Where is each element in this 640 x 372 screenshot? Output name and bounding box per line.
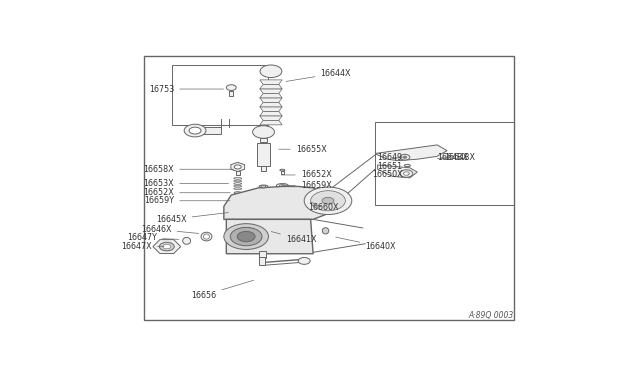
Text: 16647X: 16647X <box>122 242 164 251</box>
Text: 16753: 16753 <box>149 84 223 93</box>
Polygon shape <box>231 162 244 171</box>
Text: 16649: 16649 <box>377 153 403 162</box>
Ellipse shape <box>404 164 410 167</box>
Polygon shape <box>260 107 282 111</box>
Ellipse shape <box>201 232 212 241</box>
Text: 16652X: 16652X <box>143 188 230 197</box>
Circle shape <box>400 170 413 177</box>
Ellipse shape <box>276 183 288 187</box>
Ellipse shape <box>233 199 242 202</box>
Text: 16652X: 16652X <box>281 170 332 179</box>
Polygon shape <box>260 93 282 98</box>
Ellipse shape <box>234 192 241 194</box>
Circle shape <box>230 227 262 246</box>
Polygon shape <box>224 186 328 219</box>
Ellipse shape <box>259 185 268 188</box>
Bar <box>145 56 514 320</box>
Text: 16659X: 16659X <box>281 181 332 190</box>
Ellipse shape <box>236 200 240 202</box>
Circle shape <box>322 197 334 204</box>
Polygon shape <box>153 240 180 254</box>
Ellipse shape <box>280 169 285 171</box>
Bar <box>261 166 266 171</box>
Bar <box>260 138 267 142</box>
Bar <box>172 65 269 125</box>
Ellipse shape <box>323 228 329 234</box>
Ellipse shape <box>234 188 242 190</box>
Polygon shape <box>260 98 282 102</box>
Circle shape <box>304 187 352 215</box>
Circle shape <box>253 126 275 138</box>
Circle shape <box>234 165 241 169</box>
Circle shape <box>184 124 206 137</box>
Text: 16641X: 16641X <box>271 231 316 244</box>
Polygon shape <box>260 84 282 89</box>
Ellipse shape <box>280 185 285 187</box>
Text: 16640X: 16640X <box>335 237 396 251</box>
Bar <box>257 144 270 166</box>
Polygon shape <box>378 165 417 178</box>
Polygon shape <box>260 102 282 107</box>
Bar <box>189 126 221 134</box>
Text: 16647Y: 16647Y <box>127 234 179 243</box>
Bar <box>236 193 239 196</box>
Text: 16646X: 16646X <box>141 225 199 234</box>
Ellipse shape <box>234 180 242 182</box>
Polygon shape <box>260 89 282 93</box>
Polygon shape <box>227 219 313 254</box>
Circle shape <box>260 65 282 78</box>
Bar <box>236 171 240 175</box>
Text: 16660X: 16660X <box>308 202 339 212</box>
Ellipse shape <box>234 185 242 187</box>
Ellipse shape <box>261 186 266 187</box>
Text: 16656: 16656 <box>191 280 253 300</box>
Text: 16651: 16651 <box>377 162 410 171</box>
Ellipse shape <box>234 177 242 179</box>
Text: 1664BX: 1664BX <box>445 153 476 162</box>
Text: 16650X: 16650X <box>372 170 408 179</box>
Circle shape <box>310 191 346 211</box>
Circle shape <box>403 156 407 158</box>
Text: 16655X: 16655X <box>278 145 326 154</box>
Text: 16644X: 16644X <box>286 69 351 81</box>
Polygon shape <box>260 121 282 125</box>
Circle shape <box>227 85 236 90</box>
Bar <box>229 91 233 96</box>
Polygon shape <box>260 111 282 116</box>
Circle shape <box>237 231 255 242</box>
Bar <box>259 251 266 258</box>
Text: 1664BX: 1664BX <box>437 153 468 162</box>
Text: 16653X: 16653X <box>143 179 228 188</box>
Polygon shape <box>260 116 282 121</box>
Text: A·89Q 0003: A·89Q 0003 <box>468 311 514 320</box>
Ellipse shape <box>182 237 191 244</box>
Circle shape <box>400 154 410 160</box>
Ellipse shape <box>204 234 209 239</box>
Bar <box>375 122 514 205</box>
Bar <box>259 257 265 265</box>
Polygon shape <box>375 145 447 161</box>
Text: 16659Y: 16659Y <box>144 196 230 205</box>
Text: 16645X: 16645X <box>156 212 228 224</box>
Circle shape <box>224 224 269 250</box>
Circle shape <box>163 244 171 249</box>
Text: 16658X: 16658X <box>143 165 234 174</box>
Circle shape <box>189 127 201 134</box>
Circle shape <box>298 257 310 264</box>
Circle shape <box>159 242 174 251</box>
Polygon shape <box>260 80 282 84</box>
Bar <box>281 171 284 174</box>
Ellipse shape <box>234 183 242 185</box>
Circle shape <box>403 172 410 175</box>
